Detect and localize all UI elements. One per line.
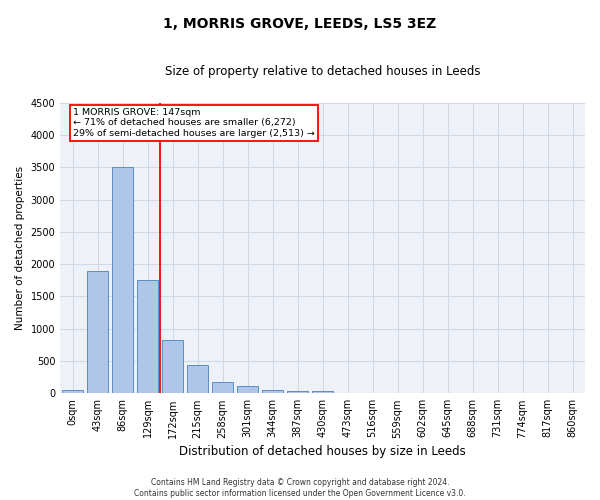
X-axis label: Distribution of detached houses by size in Leeds: Distribution of detached houses by size … [179, 444, 466, 458]
Bar [237, 386, 258, 394]
Bar [137, 280, 158, 394]
Bar [262, 390, 283, 394]
Title: Size of property relative to detached houses in Leeds: Size of property relative to detached ho… [165, 65, 481, 78]
Bar [187, 365, 208, 394]
Bar [287, 392, 308, 394]
Bar [62, 390, 83, 394]
Bar [87, 270, 108, 394]
Text: 1, MORRIS GROVE, LEEDS, LS5 3EZ: 1, MORRIS GROVE, LEEDS, LS5 3EZ [163, 18, 437, 32]
Bar [312, 392, 333, 394]
Text: 1 MORRIS GROVE: 147sqm
← 71% of detached houses are smaller (6,272)
29% of semi-: 1 MORRIS GROVE: 147sqm ← 71% of detached… [73, 108, 315, 138]
Text: Contains HM Land Registry data © Crown copyright and database right 2024.
Contai: Contains HM Land Registry data © Crown c… [134, 478, 466, 498]
Bar [162, 340, 183, 394]
Bar [212, 382, 233, 394]
Y-axis label: Number of detached properties: Number of detached properties [15, 166, 25, 330]
Bar [112, 168, 133, 394]
